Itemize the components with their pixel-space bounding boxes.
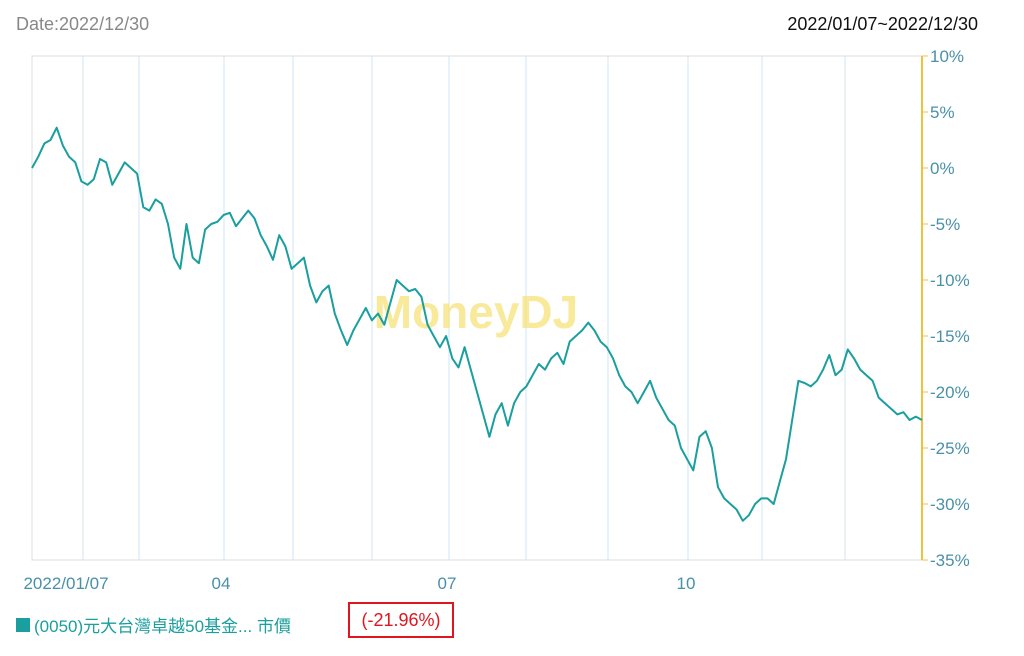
- watermark-text: MoneyDJ: [374, 286, 578, 338]
- x-tick-label: 04: [212, 574, 231, 593]
- price-series-line: [31, 126, 923, 522]
- x-tick-label: 2022/01/07: [23, 574, 108, 593]
- x-tick-label: 07: [438, 574, 457, 593]
- x-tick-label: 10: [677, 574, 696, 593]
- change-percent-badge: (-21.96%): [348, 602, 454, 638]
- y-tick-label: -30%: [930, 495, 970, 514]
- y-tick-label: 0%: [930, 159, 955, 178]
- y-tick-label: 5%: [930, 103, 955, 122]
- y-tick-label: 10%: [930, 47, 964, 66]
- y-tick-label: -20%: [930, 383, 970, 402]
- y-tick-label: -5%: [930, 215, 960, 234]
- legend-series-name: (0050)元大台灣卓越50基金... 市價: [34, 617, 291, 636]
- line-chart: 10% 5% 0% -5% -10% -15% -20% -25% -30% -35% 2022/0…: [23, 47, 970, 593]
- y-tick-label: -10%: [930, 271, 970, 290]
- date-label: Date:2022/12/30: [16, 14, 150, 34]
- y-tick-label: -15%: [930, 327, 970, 346]
- y-tick-label: -35%: [930, 551, 970, 570]
- y-tick-label: -25%: [930, 439, 970, 458]
- legend-swatch: [16, 617, 30, 632]
- legend: (0050)元大台灣卓越50基金... 市價: [16, 612, 291, 637]
- date-range-label: 2022/01/07~2022/12/30: [787, 14, 978, 34]
